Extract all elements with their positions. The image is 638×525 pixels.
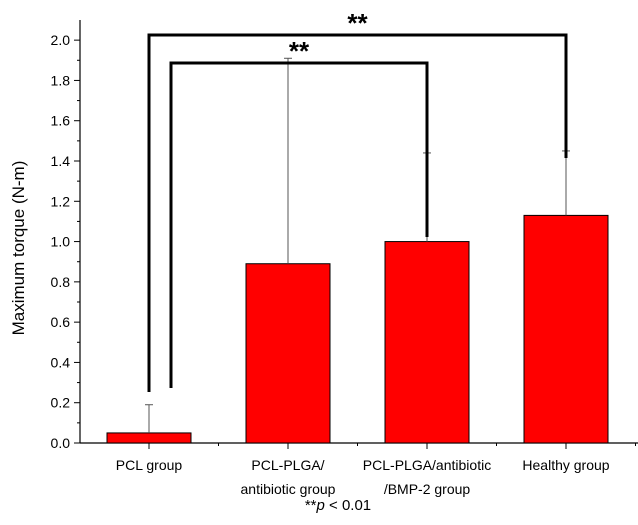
x-category-label: PCL-PLGA/antibiotic/BMP-2 group [363, 457, 491, 497]
x-category-label: PCL group [116, 457, 183, 473]
x-category-label: Healthy group [522, 457, 609, 473]
p-value-symbol: p [316, 497, 325, 514]
y-tick-label: 0.2 [51, 395, 71, 411]
x-category-label-line: antibiotic group [241, 481, 336, 497]
error-bars [145, 57, 570, 433]
y-tick-label: 1.2 [51, 193, 71, 209]
x-category-label-line: PCL group [116, 457, 183, 473]
p-value-note: **p < 0.01 [305, 497, 371, 514]
y-tick-label: 2.0 [51, 32, 71, 48]
x-category-label-line: PCL-PLGA/antibiotic [363, 457, 491, 473]
significance-bracket [169, 61, 429, 388]
significance-brackets: ** ** [147, 8, 568, 392]
x-category-label-line: PCL-PLGA/ [251, 457, 324, 473]
y-tick-label: 1.8 [51, 72, 71, 88]
bar [245, 263, 331, 444]
p-value-stars: ** [305, 497, 317, 514]
axes: 0.0 0.2 0.4 0.6 0.8 1.0 1.2 1.4 1.6 1.8 2.0 PCL gro… [51, 20, 638, 497]
p-value-threshold: < 0.01 [325, 497, 371, 514]
y-tick-label: 1.4 [51, 153, 71, 169]
y-tick-label: 0.4 [51, 354, 71, 370]
bar [523, 214, 609, 444]
significance-bracket [147, 33, 568, 392]
y-tick-label: 1.6 [51, 113, 71, 129]
x-category-label-line: /BMP-2 group [384, 481, 471, 497]
bars [106, 214, 609, 444]
y-axis-title: Maximum torque (N-m) [9, 161, 28, 336]
x-category-label-line: Healthy group [522, 457, 609, 473]
y-tick-label: 0.0 [51, 435, 71, 451]
x-category-label: PCL-PLGA/antibiotic group [241, 457, 336, 497]
y-tick-label: 1.0 [51, 234, 71, 250]
significance-label: ** [347, 8, 368, 38]
bar [106, 432, 192, 444]
y-tick-label: 0.6 [51, 314, 71, 330]
bar [384, 241, 470, 444]
y-tick-label: 0.8 [51, 274, 71, 290]
significance-label: ** [289, 36, 310, 66]
